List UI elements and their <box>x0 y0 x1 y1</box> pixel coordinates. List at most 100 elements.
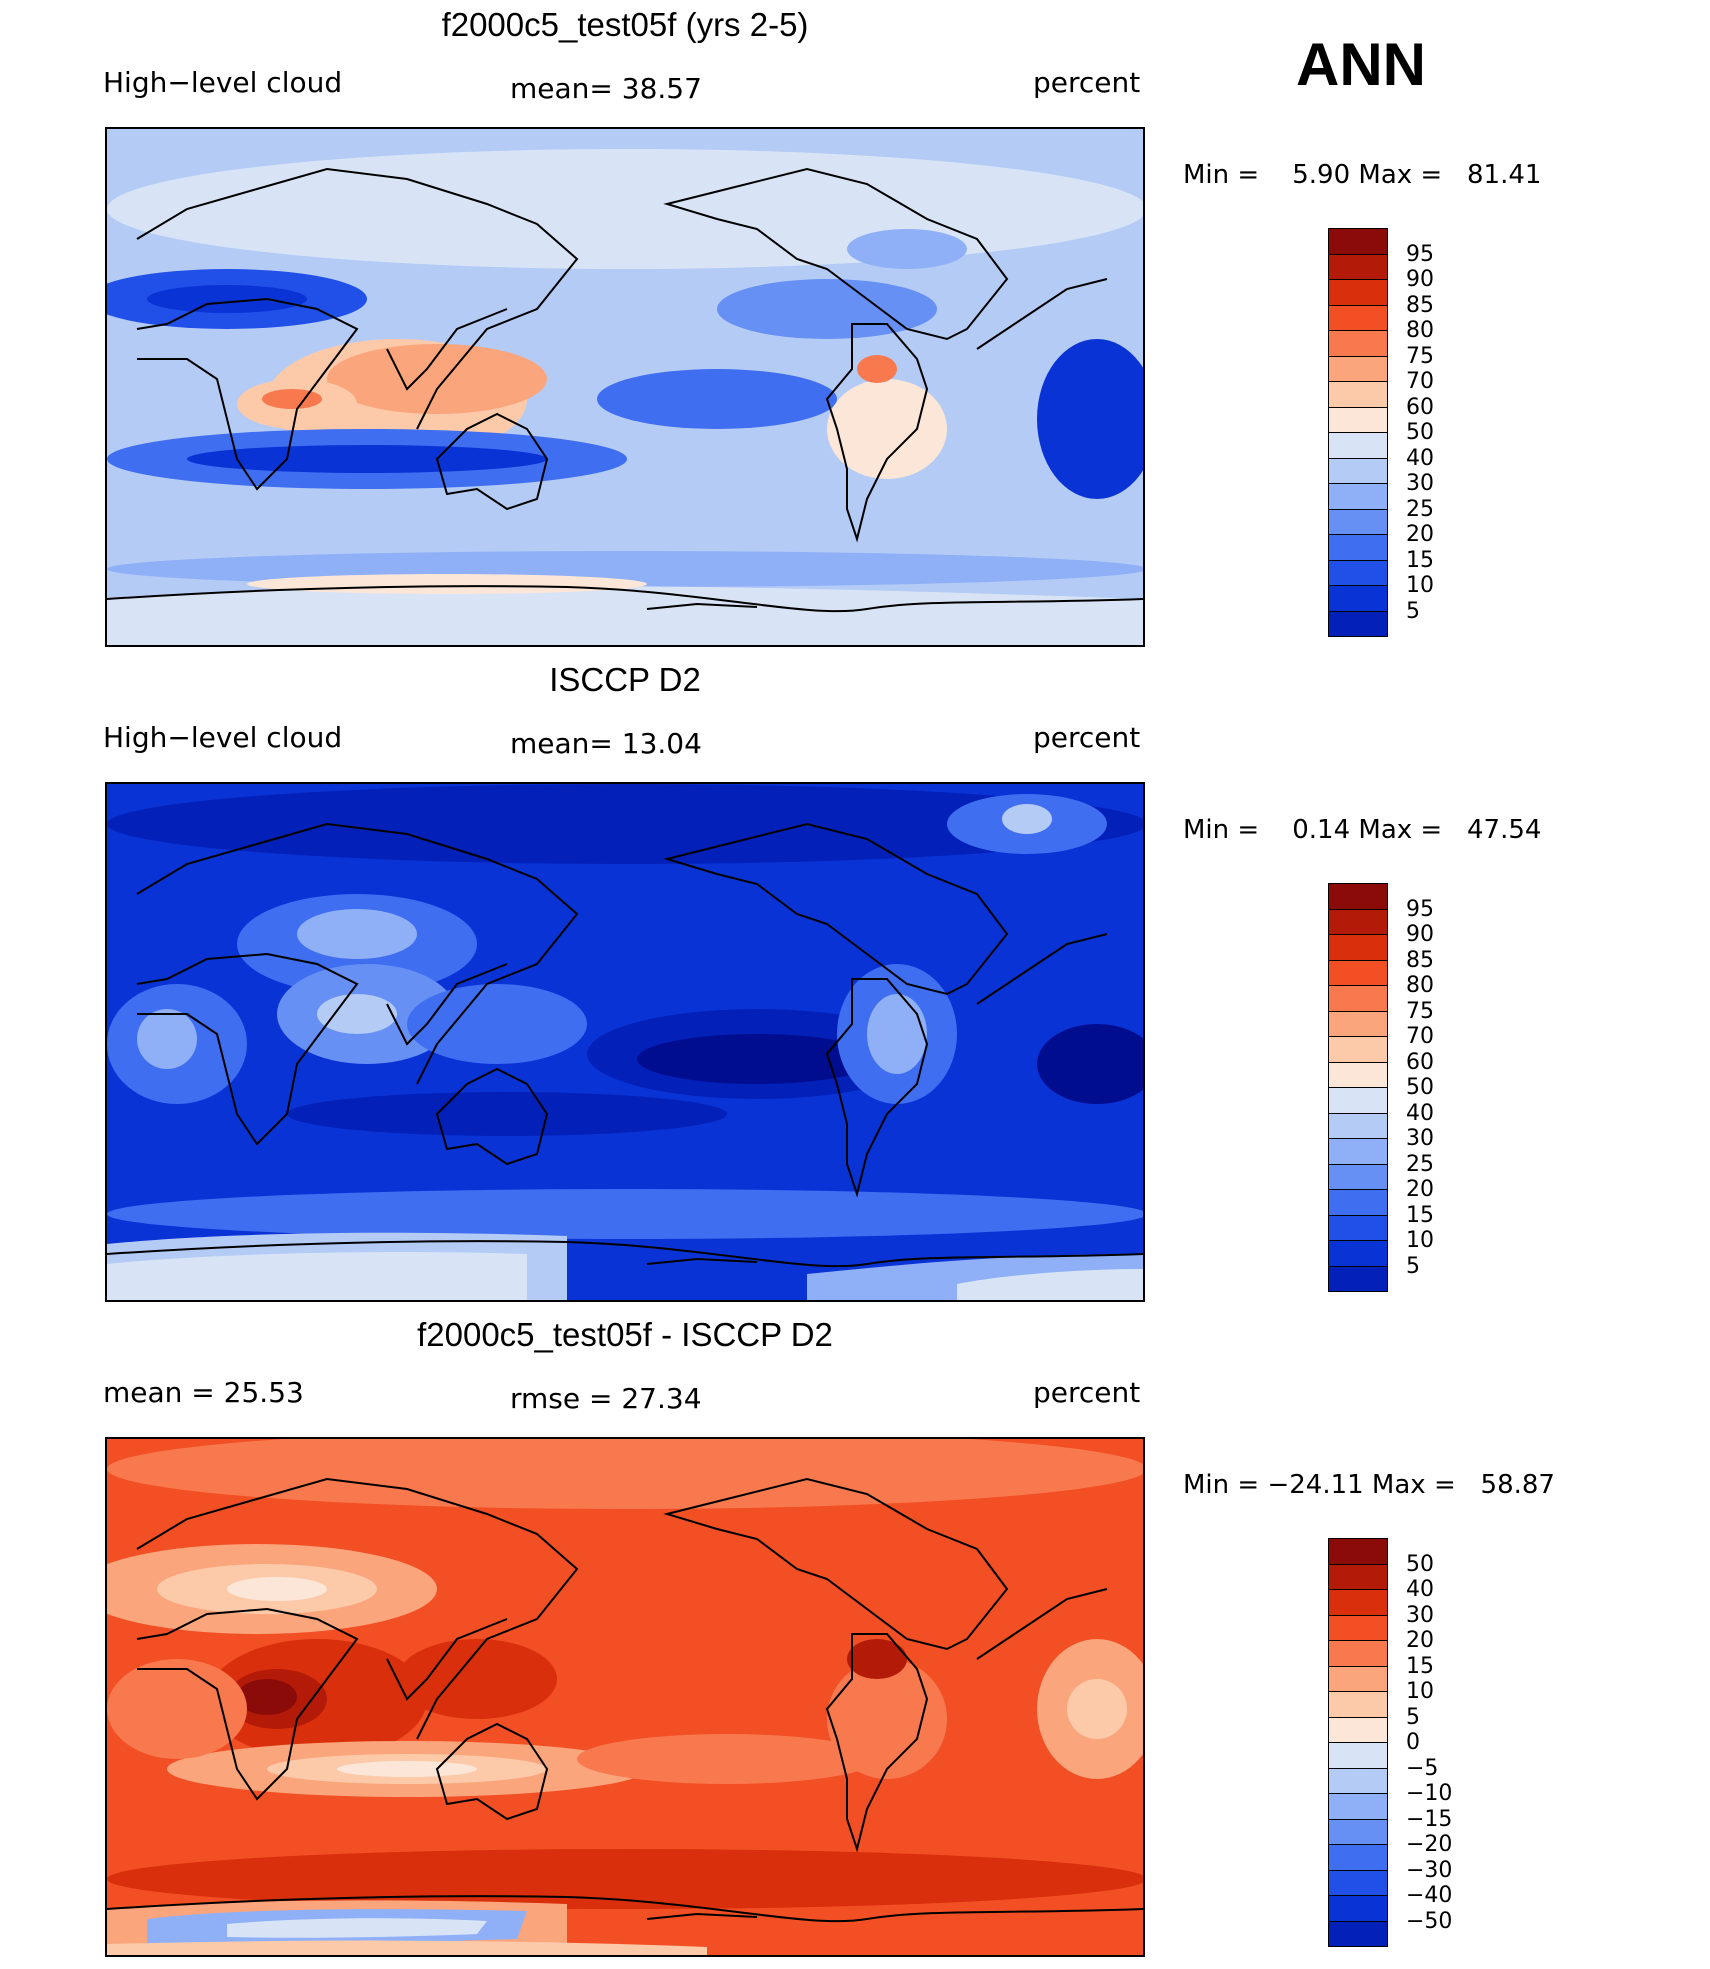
colorbar-cell <box>1328 305 1388 331</box>
colorbar-tick-label: −40 <box>1406 1883 1453 1908</box>
colorbar-cell <box>1328 986 1388 1012</box>
colorbar-tick-label: 20 <box>1406 1177 1434 1202</box>
colorbar-cell <box>1328 909 1388 935</box>
units-label: percent <box>1033 721 1141 754</box>
colorbar-cell <box>1328 535 1388 561</box>
colorbar-cell <box>1328 1717 1388 1743</box>
colorbar-tick-label: 80 <box>1406 973 1434 998</box>
colorbar-tick-label: 15 <box>1406 1202 1434 1228</box>
colorbar-cell <box>1328 1641 1388 1667</box>
colorbar-tick-label: 30 <box>1406 1602 1434 1628</box>
colorbar-cell <box>1328 560 1388 586</box>
colorbar-tick-label: 40 <box>1406 445 1434 471</box>
colorbar-tick-label: 60 <box>1406 1049 1434 1075</box>
colorbar-tick-label: 25 <box>1406 496 1434 522</box>
colorbar-tick-label: −5 <box>1406 1755 1439 1781</box>
rmse-label: rmse = 27.34 <box>510 1382 702 1415</box>
colorbar-tick-label: 40 <box>1406 1577 1434 1602</box>
min-max-label: Min = 0.14 Max = 47.54 <box>1183 815 1542 845</box>
min-max-label: Min = 5.90 Max = 81.41 <box>1183 160 1542 190</box>
panel-observation: ISCCP D2 High−level cloud mean= 13.04 pe… <box>0 655 1710 1310</box>
variable-label: High−level cloud <box>103 66 343 99</box>
colorbar-cell <box>1328 1062 1388 1088</box>
colorbar-cell <box>1328 1768 1388 1794</box>
colorbar-tick-label: 50 <box>1406 1075 1434 1100</box>
colorbar-cell <box>1328 1037 1388 1063</box>
colorbar-tick-label: 50 <box>1406 1551 1434 1577</box>
colorbar-cell <box>1328 509 1388 535</box>
colorbar-cell <box>1328 1819 1388 1845</box>
colorbar-cell <box>1328 331 1388 357</box>
mean-label: mean = 25.53 <box>103 1376 304 1409</box>
colorbar-cell <box>1328 1794 1388 1820</box>
panel-difference: f2000c5_test05f - ISCCP D2 mean = 25.53 … <box>0 1310 1710 1965</box>
colorbar-tick-label: 15 <box>1406 1653 1434 1679</box>
colorbar-cell <box>1328 935 1388 961</box>
colorbar-cell <box>1328 254 1388 280</box>
colorbar-tick-label: 20 <box>1406 522 1434 547</box>
colorbar: 95 90 85 80 75 70 60 50 40 30 25 20 15 10 5 <box>1328 883 1434 1292</box>
colorbar-tick-label: −10 <box>1406 1781 1453 1806</box>
colorbar-cell <box>1328 1666 1388 1692</box>
colorbar-tick-label: −30 <box>1406 1857 1453 1883</box>
colorbar-tick-label: 30 <box>1406 471 1434 496</box>
colorbar-tick-label: 70 <box>1406 369 1434 394</box>
colorbar-cell <box>1328 433 1388 459</box>
colorbar-cell <box>1328 1190 1388 1216</box>
colorbar-tick-label: 50 <box>1406 420 1434 445</box>
season-label: ANN <box>1296 31 1426 98</box>
colorbar-tick-label: 70 <box>1406 1024 1434 1049</box>
colorbar-tick-label: 5 <box>1406 1704 1420 1730</box>
colorbar-tick-label: 10 <box>1406 1679 1434 1704</box>
panel-model: f2000c5_test05f (yrs 2-5) High−level clo… <box>0 0 1710 655</box>
colorbar-tick-label: 75 <box>1406 998 1434 1024</box>
colorbar-cell <box>1328 1896 1388 1922</box>
colorbar-tick-label: 25 <box>1406 1151 1434 1177</box>
colorbar-cell <box>1328 1845 1388 1871</box>
panel-title: f2000c5_test05f (yrs 2-5) <box>441 6 809 43</box>
colorbar-cell <box>1328 883 1388 910</box>
colorbar-cell <box>1328 1615 1388 1641</box>
min-max-label: Min = −24.11 Max = 58.87 <box>1183 1470 1555 1500</box>
colorbar-cell <box>1328 1215 1388 1241</box>
map-observation <box>105 782 1145 1302</box>
colorbar-cell <box>1328 228 1388 255</box>
colorbar-cell <box>1328 1088 1388 1114</box>
mean-label: mean= 38.57 <box>510 72 702 105</box>
colorbar-cell <box>1328 1538 1388 1565</box>
colorbar-cell <box>1328 1266 1388 1292</box>
colorbar-tick-label: 5 <box>1406 598 1420 624</box>
panel-title: ISCCP D2 <box>549 661 701 698</box>
colorbar-cell <box>1328 1011 1388 1037</box>
colorbar-tick-label: 85 <box>1406 947 1434 973</box>
colorbar-cell <box>1328 1139 1388 1165</box>
colorbar-tick-label: 60 <box>1406 394 1434 420</box>
mean-label: mean= 13.04 <box>510 727 702 760</box>
colorbar-tick-label: −50 <box>1406 1908 1453 1934</box>
colorbar-tick-label: 90 <box>1406 922 1434 947</box>
colorbar-cell <box>1328 1564 1388 1590</box>
map-model <box>105 127 1145 647</box>
colorbar-tick-label: 30 <box>1406 1126 1434 1151</box>
colorbar-tick-label: −15 <box>1406 1806 1453 1832</box>
units-label: percent <box>1033 66 1141 99</box>
colorbar-cell <box>1328 1590 1388 1616</box>
colorbar-cell <box>1328 960 1388 986</box>
units-label: percent <box>1033 1376 1141 1409</box>
colorbar-cell <box>1328 484 1388 510</box>
colorbar-cell <box>1328 458 1388 484</box>
colorbar: 50 40 30 20 15 10 5 0 −5 −10 −15 −20 −30 −40 −50 <box>1328 1538 1452 1947</box>
colorbar-cell <box>1328 1921 1388 1947</box>
colorbar-tick-label: 80 <box>1406 318 1434 343</box>
colorbar-cell <box>1328 1113 1388 1139</box>
colorbar-tick-label: 20 <box>1406 1628 1434 1653</box>
colorbar-cell <box>1328 382 1388 408</box>
colorbar-tick-label: 75 <box>1406 343 1434 369</box>
colorbar-tick-label: 95 <box>1406 241 1434 267</box>
colorbar-cell <box>1328 586 1388 612</box>
colorbar: 95 90 85 80 75 70 60 50 40 30 25 20 15 10 5 <box>1328 228 1434 637</box>
colorbar-cell <box>1328 356 1388 382</box>
colorbar-cell <box>1328 1164 1388 1190</box>
panel-title: f2000c5_test05f - ISCCP D2 <box>417 1316 833 1353</box>
colorbar-cell <box>1328 1692 1388 1718</box>
